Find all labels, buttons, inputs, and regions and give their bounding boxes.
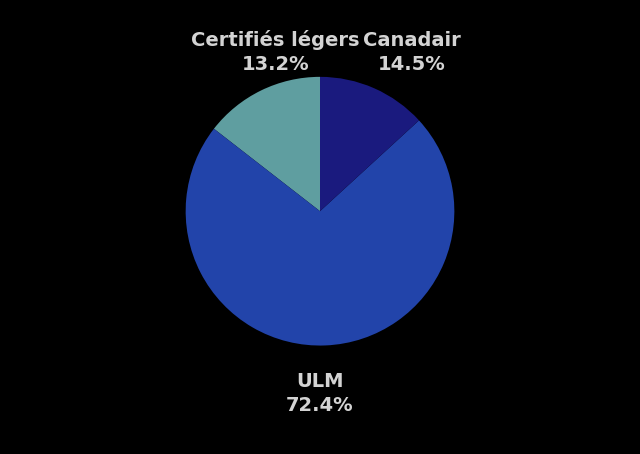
Text: ULM: ULM	[296, 372, 344, 391]
Text: Certifiés légers: Certifiés légers	[191, 30, 360, 50]
Wedge shape	[186, 120, 454, 345]
Wedge shape	[320, 77, 419, 211]
Text: Canadair: Canadair	[363, 31, 461, 50]
Text: 13.2%: 13.2%	[242, 54, 310, 74]
Text: 14.5%: 14.5%	[378, 54, 445, 74]
Wedge shape	[214, 77, 320, 211]
Text: 72.4%: 72.4%	[286, 396, 354, 415]
